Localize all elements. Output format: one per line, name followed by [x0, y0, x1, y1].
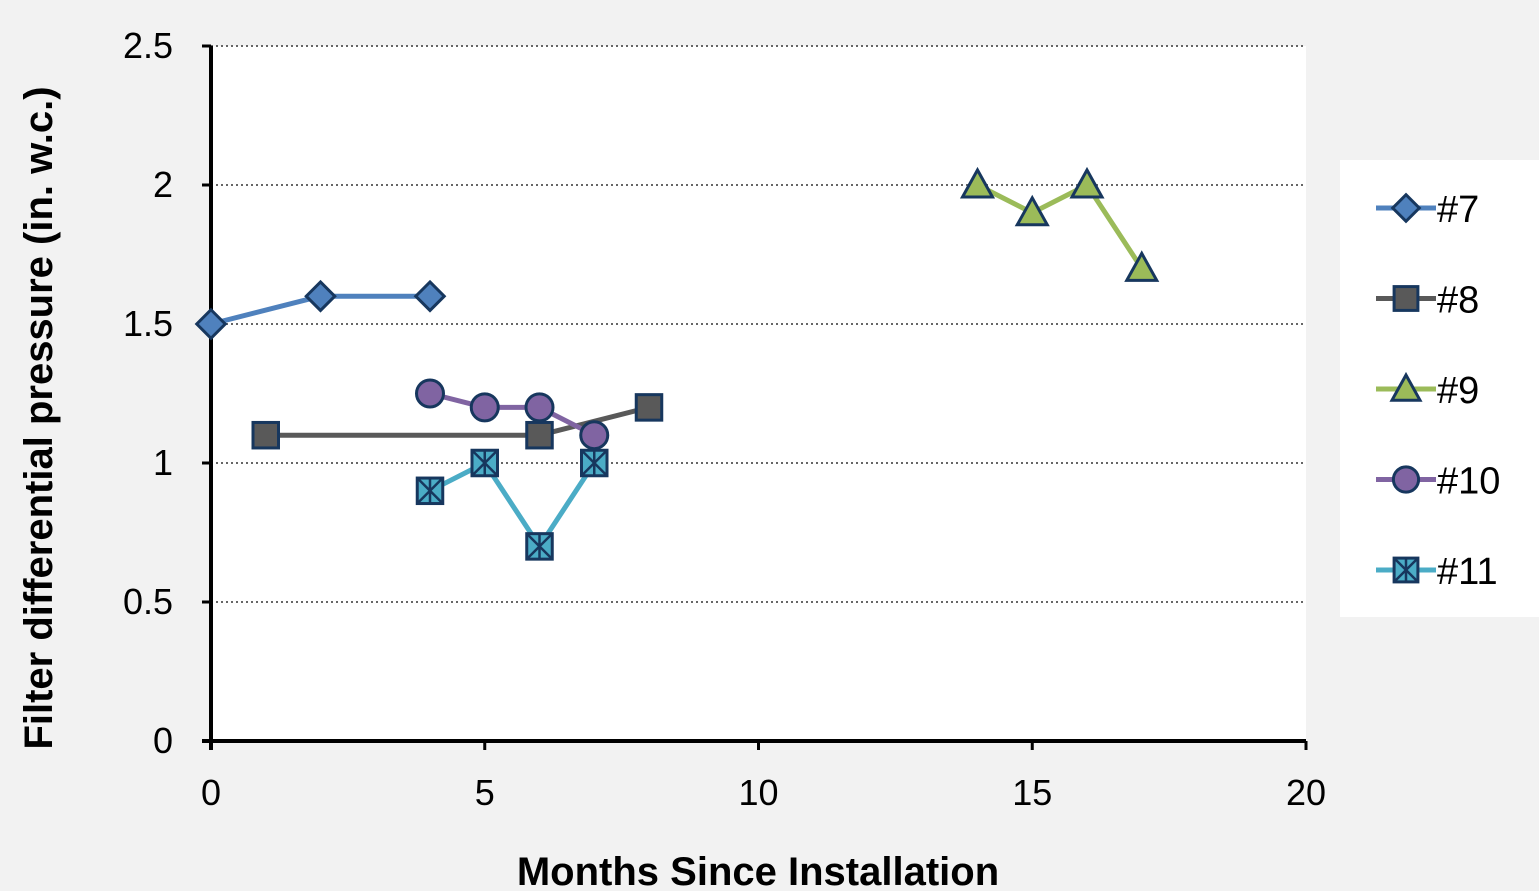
marker-diamond: [194, 307, 228, 341]
marker-cross: [416, 477, 444, 505]
x-tick-label: 5: [475, 772, 495, 813]
legend-label: #8: [1437, 280, 1479, 322]
marker-square: [634, 393, 664, 422]
marker-square: [525, 420, 554, 450]
legend: #7 #8 #9 #10 #11: [1340, 160, 1539, 617]
marker-cross: [1393, 557, 1419, 583]
marker-triangle: [1389, 371, 1423, 402]
marker-diamond: [304, 279, 337, 313]
series-n8: [251, 393, 664, 450]
marker-star-square: [525, 532, 554, 561]
y-tick-label: 0.5: [123, 581, 173, 622]
legend-entry: #7: [1376, 189, 1479, 231]
legend-label: #7: [1437, 189, 1479, 231]
legend-box: [1340, 160, 1539, 617]
marker-square: [1392, 285, 1420, 312]
legend-label: #10: [1437, 461, 1500, 503]
x-tick-label: 20: [1286, 772, 1326, 813]
marker-triangle: [1124, 250, 1160, 282]
legend-entry: #11: [1376, 551, 1498, 593]
marker-cross: [580, 449, 608, 477]
y-tick-label: 2: [153, 164, 173, 205]
marker-circle: [415, 378, 445, 409]
marker-circle: [579, 420, 610, 451]
marker-star-square: [415, 476, 445, 506]
series-line: [429, 391, 596, 438]
series-n10: [415, 378, 610, 451]
marker-circle: [1391, 465, 1421, 494]
y-tick-label: 2.5: [123, 25, 173, 66]
marker-cross: [471, 449, 499, 477]
y-axis-title: Filter differential pressure (in. w.c.): [17, 86, 61, 749]
marker-star-square: [470, 448, 499, 478]
marker-triangle: [1069, 166, 1105, 199]
legend-label: #9: [1437, 370, 1479, 412]
plot-area: [211, 46, 1306, 741]
marker-circle: [469, 392, 500, 423]
legend-entry: #8: [1376, 280, 1479, 322]
marker-diamond: [413, 279, 447, 313]
tick-labels: 0 0.5 1 1.5 2 2.5 0 5 10 15 20: [123, 25, 1326, 813]
marker-cross: [525, 532, 554, 561]
y-tick-label: 1.5: [123, 303, 173, 344]
marker-star-square: [1392, 556, 1420, 584]
marker-square: [251, 420, 280, 450]
x-axis-title: Months Since Installation: [517, 850, 999, 891]
series-line: [976, 182, 1144, 270]
x-tick-label: 15: [1012, 772, 1052, 813]
legend-label: #11: [1437, 551, 1498, 593]
x-tick-label: 0: [201, 772, 221, 813]
axes: [202, 44, 1308, 750]
legend-entry: #10: [1376, 461, 1500, 503]
x-tick-label: 10: [738, 772, 778, 813]
y-tick-label: 1: [153, 442, 173, 483]
marker-triangle: [959, 166, 996, 199]
marker-diamond: [1390, 192, 1422, 224]
series-line: [428, 460, 597, 549]
legend-entry: #9: [1376, 370, 1479, 412]
marker-star-square: [580, 448, 609, 478]
marker-triangle: [1014, 194, 1050, 227]
series-n11: [415, 448, 609, 561]
series-n9: [959, 166, 1160, 282]
series-layer: [194, 166, 1160, 561]
series-n7: [194, 279, 447, 341]
y-tick-label: 0: [153, 720, 173, 761]
marker-circle: [524, 392, 555, 423]
